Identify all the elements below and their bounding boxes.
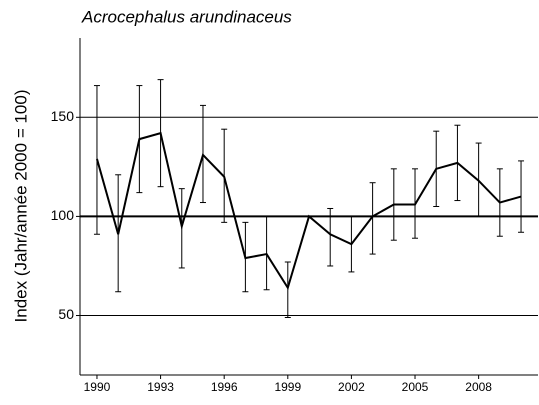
y-tick-label: 50 [58,306,74,322]
x-tick-label: 2002 [338,380,365,394]
x-tick-label: 1996 [211,380,238,394]
x-tick-label: 2005 [402,380,429,394]
y-tick-label: 150 [51,108,75,124]
y-axis-label: Index (Jahr/année 2000 = 100) [11,90,30,323]
error-bar [284,261,291,319]
error-bar [518,160,525,233]
chart-title: Acrocephalus arundinaceus [81,7,292,26]
x-tick-label: 1990 [84,380,111,394]
error-bar [369,182,376,255]
error-bar [327,207,334,267]
y-tick-label: 100 [51,207,75,223]
x-tick-label: 1993 [147,380,174,394]
data-line [96,131,522,291]
x-tick-label: 2008 [465,380,492,394]
x-tick-label: 1999 [274,380,301,394]
